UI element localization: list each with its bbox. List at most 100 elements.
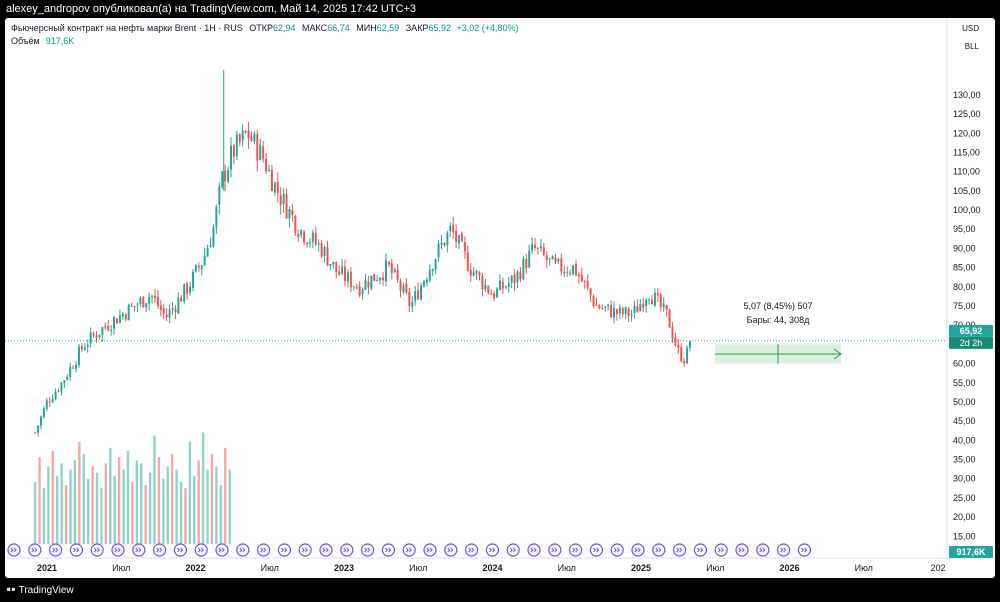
candle-body bbox=[425, 279, 428, 283]
candle-body bbox=[282, 193, 285, 204]
event-marker-icon[interactable] bbox=[69, 543, 84, 557]
event-marker-icon[interactable] bbox=[548, 543, 562, 557]
volume-bar bbox=[56, 475, 59, 544]
event-marker-icon[interactable] bbox=[631, 543, 645, 557]
event-marker-icon[interactable] bbox=[215, 543, 229, 557]
event-marker-icon[interactable] bbox=[652, 543, 666, 557]
event-marker-icon[interactable] bbox=[568, 543, 583, 557]
close-label: ЗАКР bbox=[405, 23, 429, 33]
volume-label[interactable]: Объём bbox=[11, 36, 40, 46]
candle-body bbox=[387, 262, 390, 265]
event-marker-icon[interactable] bbox=[735, 543, 749, 557]
candle-body bbox=[607, 304, 610, 307]
candle-body bbox=[455, 230, 458, 242]
candle-body bbox=[244, 131, 247, 133]
event-marker-glyph bbox=[218, 547, 225, 553]
chart-panel[interactable]: Фьючерсный контракт на нефть марки Brent… bbox=[5, 18, 995, 578]
candle-body bbox=[238, 134, 241, 142]
event-marker-icon[interactable] bbox=[173, 543, 187, 557]
event-marker-icon[interactable] bbox=[485, 543, 499, 557]
event-marker-icon[interactable] bbox=[48, 543, 63, 557]
unit-label[interactable]: BLL bbox=[964, 42, 979, 51]
candle-body bbox=[566, 271, 569, 273]
volume-bar bbox=[170, 454, 174, 544]
candle-body bbox=[308, 242, 311, 244]
event-marker-icon[interactable] bbox=[465, 543, 479, 557]
event-marker-glyph bbox=[322, 547, 329, 553]
last-price-badge[interactable] bbox=[949, 324, 993, 337]
arrow-right-icon bbox=[833, 348, 842, 360]
volume-bar bbox=[162, 478, 165, 544]
event-marker-icon[interactable] bbox=[506, 543, 520, 557]
candle-body bbox=[627, 308, 630, 317]
candle-body bbox=[478, 272, 481, 276]
event-marker-icon[interactable] bbox=[589, 543, 604, 557]
volume-badge[interactable] bbox=[949, 546, 993, 558]
candle-body bbox=[341, 266, 344, 274]
candle-body bbox=[458, 235, 461, 244]
event-marker-icon[interactable] bbox=[153, 543, 167, 557]
x-tick-label: 2025 bbox=[631, 563, 651, 573]
volume-bar bbox=[60, 463, 63, 544]
event-marker-icon[interactable] bbox=[381, 543, 395, 557]
event-marker-icon[interactable] bbox=[714, 543, 728, 557]
y-tick-label: 90,00 bbox=[953, 243, 976, 253]
event-marker-icon[interactable] bbox=[797, 543, 812, 557]
y-tick-label: 115,00 bbox=[953, 147, 980, 157]
event-marker-glyph bbox=[177, 547, 184, 553]
y-tick-label: 75,00 bbox=[953, 301, 976, 311]
event-marker-icon[interactable] bbox=[527, 543, 541, 557]
event-marker-icon[interactable] bbox=[236, 543, 250, 557]
event-marker-icon[interactable] bbox=[340, 543, 354, 557]
candle-body bbox=[136, 304, 139, 306]
candle-body bbox=[645, 299, 648, 307]
event-marker-icon[interactable] bbox=[7, 543, 21, 557]
x-tick-label: 2026 bbox=[779, 563, 799, 573]
candle-body bbox=[484, 284, 487, 290]
event-marker-icon[interactable] bbox=[423, 543, 437, 557]
candle-body bbox=[294, 215, 297, 233]
volume-legend-row: Объём 917,6K bbox=[11, 35, 519, 48]
event-marker-icon[interactable] bbox=[257, 543, 271, 557]
x-tick-label: Июл bbox=[409, 563, 427, 573]
event-marker-icon[interactable] bbox=[693, 543, 708, 557]
symbol-title[interactable]: Фьючерсный контракт на нефть марки Brent… bbox=[11, 23, 243, 33]
price-chart[interactable]: 5,07 (8,45%) 507 Бары: 44, 308д 130,00 125… bbox=[5, 18, 995, 578]
event-marker-icon[interactable] bbox=[444, 543, 458, 557]
event-marker-glyph bbox=[759, 547, 766, 553]
y-tick-label: 80,00 bbox=[953, 282, 976, 292]
candle-body bbox=[206, 248, 209, 257]
volume-bar bbox=[148, 472, 152, 544]
event-marker-icon[interactable] bbox=[111, 543, 125, 557]
publisher-line: alexey_andropov опубликовал(а) на Tradin… bbox=[6, 3, 417, 15]
event-marker-glyph bbox=[239, 547, 246, 553]
event-marker-icon[interactable] bbox=[298, 543, 312, 557]
event-marker-glyph bbox=[530, 547, 537, 553]
candle-body bbox=[69, 366, 72, 378]
candle-body bbox=[586, 281, 589, 288]
countdown-badge bbox=[949, 336, 993, 349]
event-marker-icon[interactable] bbox=[361, 543, 375, 557]
event-marker-icon[interactable] bbox=[277, 543, 291, 557]
event-marker-icon[interactable] bbox=[672, 543, 687, 557]
candle-body bbox=[610, 305, 613, 318]
event-marker-icon[interactable] bbox=[402, 543, 416, 557]
candle-body bbox=[127, 304, 130, 321]
event-marker-icon[interactable] bbox=[756, 543, 770, 557]
event-marker-icon[interactable] bbox=[776, 543, 791, 557]
volume-bar bbox=[104, 463, 108, 544]
candle-body bbox=[577, 274, 580, 277]
event-marker-icon[interactable] bbox=[610, 543, 624, 557]
candle-body bbox=[66, 376, 69, 380]
candle-body bbox=[379, 277, 382, 281]
change-value: +3,02 (+4,80%) bbox=[456, 23, 519, 33]
event-marker-icon[interactable] bbox=[132, 543, 146, 557]
event-marker-icon[interactable] bbox=[194, 543, 208, 557]
currency-label[interactable]: USD bbox=[962, 24, 979, 33]
candle-body bbox=[639, 303, 642, 312]
candle-body bbox=[115, 318, 118, 324]
event-marker-icon[interactable] bbox=[319, 543, 333, 557]
event-marker-icon[interactable] bbox=[90, 543, 104, 557]
candle-body bbox=[595, 304, 598, 306]
event-marker-icon[interactable] bbox=[28, 543, 42, 557]
